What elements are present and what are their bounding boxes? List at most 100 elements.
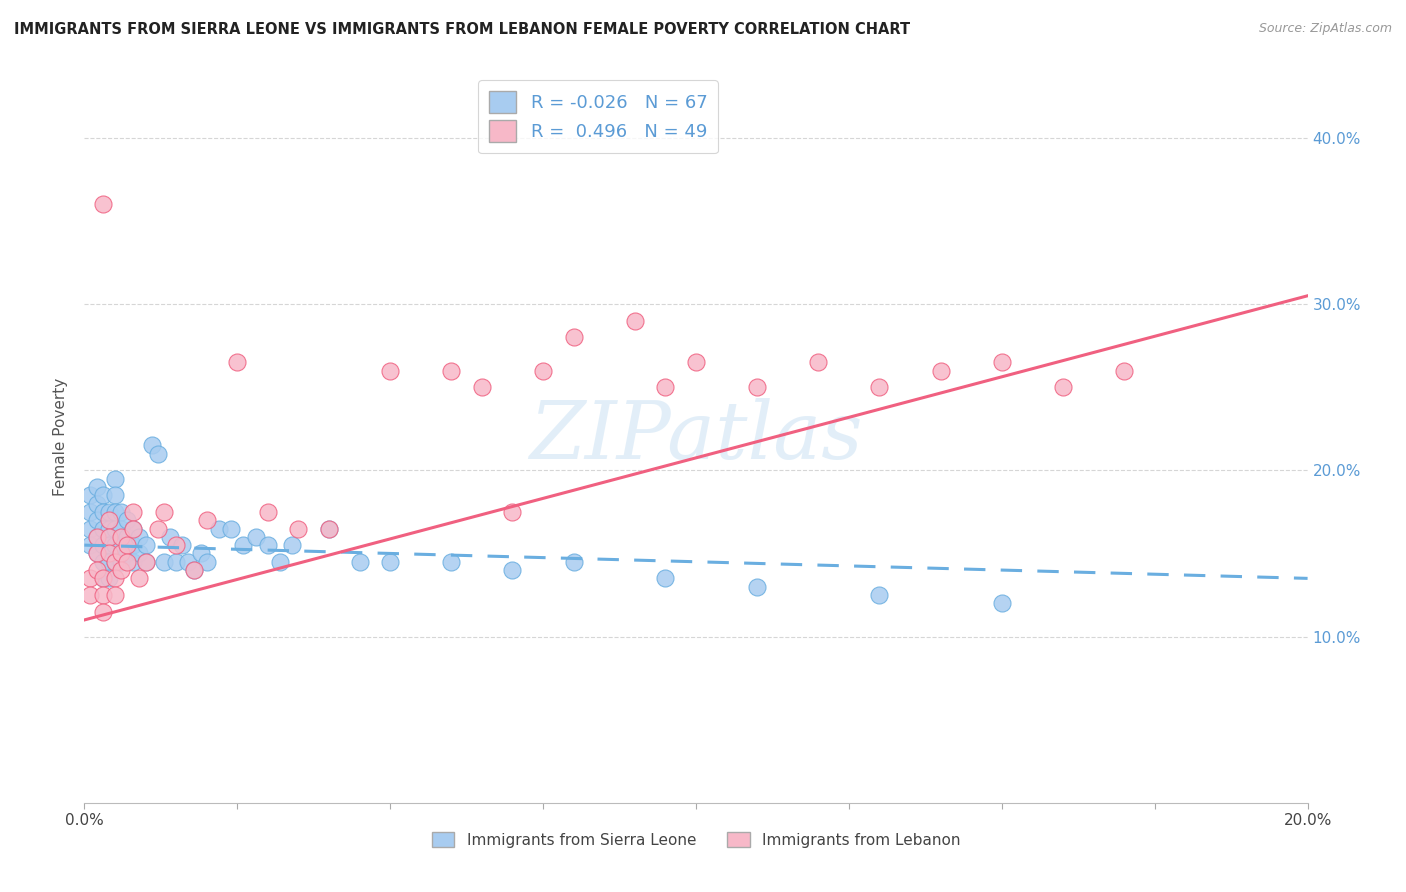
Point <box>349 555 371 569</box>
Point <box>624 314 647 328</box>
Point <box>91 571 114 585</box>
Point <box>104 555 127 569</box>
Point <box>135 555 157 569</box>
Point <box>991 596 1014 610</box>
Y-axis label: Female Poverty: Female Poverty <box>53 378 69 496</box>
Point <box>747 380 769 394</box>
Point <box>104 571 127 585</box>
Point <box>991 355 1014 369</box>
Point <box>79 488 101 502</box>
Point <box>128 546 150 560</box>
Point <box>531 363 554 377</box>
Point <box>245 530 267 544</box>
Point <box>654 571 676 585</box>
Point <box>86 530 108 544</box>
Point <box>807 355 830 369</box>
Point <box>91 588 114 602</box>
Point <box>110 538 132 552</box>
Point <box>110 505 132 519</box>
Point <box>1052 380 1074 394</box>
Point <box>135 555 157 569</box>
Point <box>122 538 145 552</box>
Point <box>97 530 120 544</box>
Point <box>91 571 114 585</box>
Point <box>685 355 707 369</box>
Point <box>104 472 127 486</box>
Point <box>86 530 108 544</box>
Point <box>104 488 127 502</box>
Point <box>97 505 120 519</box>
Point <box>86 546 108 560</box>
Point <box>269 555 291 569</box>
Point <box>183 563 205 577</box>
Text: IMMIGRANTS FROM SIERRA LEONE VS IMMIGRANTS FROM LEBANON FEMALE POVERTY CORRELATI: IMMIGRANTS FROM SIERRA LEONE VS IMMIGRAN… <box>14 22 910 37</box>
Point <box>146 521 169 535</box>
Point <box>86 546 108 560</box>
Point <box>91 555 114 569</box>
Point <box>208 521 231 535</box>
Point <box>128 530 150 544</box>
Point <box>562 330 585 344</box>
Point <box>747 580 769 594</box>
Point <box>195 555 218 569</box>
Point <box>141 438 163 452</box>
Point <box>318 521 340 535</box>
Point <box>226 355 249 369</box>
Point <box>869 380 891 394</box>
Point <box>97 538 120 552</box>
Point <box>86 563 108 577</box>
Point <box>110 555 132 569</box>
Point <box>257 505 280 519</box>
Point <box>97 555 120 569</box>
Point <box>502 563 524 577</box>
Point <box>115 555 138 569</box>
Point <box>79 521 101 535</box>
Point <box>318 521 340 535</box>
Text: Source: ZipAtlas.com: Source: ZipAtlas.com <box>1258 22 1392 36</box>
Point <box>153 505 176 519</box>
Point <box>562 555 585 569</box>
Point <box>135 538 157 552</box>
Point <box>380 363 402 377</box>
Point <box>115 513 138 527</box>
Point <box>97 513 120 527</box>
Point <box>104 521 127 535</box>
Point <box>104 555 127 569</box>
Point <box>183 563 205 577</box>
Point <box>128 571 150 585</box>
Point <box>1114 363 1136 377</box>
Point <box>91 505 114 519</box>
Point <box>91 197 114 211</box>
Point <box>122 555 145 569</box>
Point <box>219 521 242 535</box>
Point <box>86 480 108 494</box>
Point <box>257 538 280 552</box>
Point <box>122 505 145 519</box>
Point <box>190 546 212 560</box>
Point <box>79 538 101 552</box>
Point <box>115 530 138 544</box>
Point <box>440 555 463 569</box>
Point <box>122 521 145 535</box>
Point <box>287 521 309 535</box>
Point <box>195 513 218 527</box>
Point <box>165 555 187 569</box>
Point <box>97 546 120 560</box>
Point <box>110 530 132 544</box>
Point <box>91 521 114 535</box>
Point <box>146 447 169 461</box>
Point <box>110 563 132 577</box>
Point <box>654 380 676 394</box>
Point <box>91 538 114 552</box>
Point <box>869 588 891 602</box>
Point <box>91 605 114 619</box>
Point <box>115 538 138 552</box>
Point <box>86 513 108 527</box>
Point <box>97 571 120 585</box>
Legend: Immigrants from Sierra Leone, Immigrants from Lebanon: Immigrants from Sierra Leone, Immigrants… <box>426 825 966 854</box>
Point <box>79 505 101 519</box>
Point <box>232 538 254 552</box>
Point <box>172 538 194 552</box>
Point <box>79 588 101 602</box>
Point <box>153 555 176 569</box>
